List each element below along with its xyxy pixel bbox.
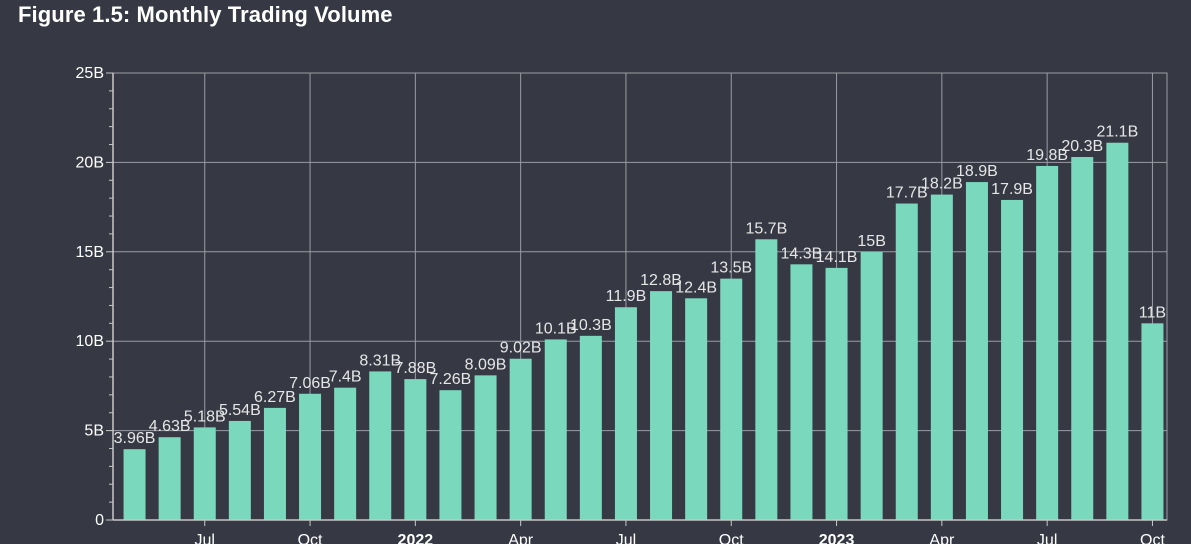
bar bbox=[334, 387, 357, 520]
data-label: 15B bbox=[857, 233, 885, 250]
x-tick-label: Jul bbox=[195, 532, 215, 544]
data-label: 14.1B bbox=[816, 249, 858, 266]
bar bbox=[755, 239, 778, 520]
bar bbox=[158, 437, 181, 520]
x-tick-label: Oct bbox=[1140, 532, 1165, 544]
y-tick-label: 25B bbox=[76, 65, 104, 82]
data-label: 18.2B bbox=[921, 176, 963, 193]
x-tick-label: 2022 bbox=[398, 532, 434, 544]
y-tick-label: 20B bbox=[76, 154, 104, 171]
bar bbox=[930, 194, 953, 521]
bar bbox=[685, 298, 708, 520]
x-tick-label: Apr bbox=[929, 532, 955, 544]
data-label: 7.26B bbox=[430, 371, 472, 388]
bar bbox=[790, 264, 813, 520]
data-label: 11B bbox=[1139, 304, 1166, 321]
data-label: 8.31B bbox=[359, 352, 401, 369]
bar bbox=[579, 335, 602, 520]
bar bbox=[1141, 323, 1164, 520]
bar bbox=[369, 371, 392, 520]
bar bbox=[228, 420, 251, 520]
x-tick-label: Oct bbox=[719, 532, 744, 544]
bar bbox=[1071, 157, 1094, 520]
data-label: 8.09B bbox=[465, 356, 507, 373]
data-label: 17.7B bbox=[886, 185, 928, 202]
bar bbox=[650, 291, 673, 520]
bar bbox=[1036, 165, 1059, 520]
bar bbox=[720, 278, 743, 520]
data-label: 5.18B bbox=[184, 408, 226, 425]
data-label: 19.8B bbox=[1026, 147, 1068, 164]
data-label: 3.96B bbox=[114, 430, 156, 447]
data-label: 12.4B bbox=[675, 279, 717, 296]
data-label: 5.54B bbox=[219, 402, 261, 419]
data-label: 6.27B bbox=[254, 389, 296, 406]
data-label: 7.06B bbox=[289, 375, 331, 392]
data-label: 13.5B bbox=[710, 260, 752, 277]
x-tick-label: 2023 bbox=[819, 532, 855, 544]
data-label: 18.9B bbox=[956, 163, 998, 180]
y-tick-label: 10B bbox=[76, 333, 104, 350]
data-label: 4.63B bbox=[149, 418, 191, 435]
data-label: 15.7B bbox=[745, 220, 787, 237]
bar bbox=[404, 379, 427, 520]
data-label: 7.88B bbox=[394, 360, 436, 377]
data-label: 12.8B bbox=[640, 272, 682, 289]
data-label: 7.4B bbox=[329, 369, 362, 386]
data-label: 10.3B bbox=[570, 317, 612, 334]
bar bbox=[123, 449, 146, 520]
bar bbox=[614, 307, 637, 520]
y-tick-label: 15B bbox=[76, 244, 104, 261]
bar bbox=[544, 339, 567, 520]
data-label: 10.1B bbox=[535, 320, 577, 337]
bar bbox=[474, 375, 497, 520]
x-tick-label: Oct bbox=[298, 532, 323, 544]
data-label: 17.9B bbox=[991, 181, 1033, 198]
x-tick-label: Jul bbox=[616, 532, 636, 544]
y-tick-label: 0 bbox=[95, 512, 104, 529]
bar bbox=[509, 358, 532, 520]
data-label: 14.3B bbox=[781, 245, 823, 262]
bar bbox=[825, 267, 848, 520]
bar bbox=[299, 393, 322, 520]
axes: 0 5B 10B 15B 20B 25B Jul Oct 2022 Apr Jul Oct 2023 Ap… bbox=[76, 65, 1167, 544]
bar bbox=[860, 251, 883, 521]
data-label: 20.3B bbox=[1061, 138, 1103, 155]
y-tick-label: 5B bbox=[84, 423, 104, 440]
bar bbox=[439, 390, 462, 520]
data-label: 9.02B bbox=[500, 340, 542, 357]
bar bbox=[193, 427, 216, 520]
data-label: 21.1B bbox=[1096, 124, 1138, 141]
bar bbox=[965, 182, 988, 520]
bar bbox=[895, 203, 918, 521]
data-label: 11.9B bbox=[606, 288, 647, 305]
chart-title: Figure 1.5: Monthly Trading Volume bbox=[18, 2, 393, 27]
bars bbox=[123, 142, 1164, 521]
x-tick-label: Jul bbox=[1037, 532, 1057, 544]
data-labels: 3.96B4.63B5.18B5.54B6.27B7.06B7.4B8.31B7… bbox=[114, 124, 1166, 447]
bar bbox=[1001, 199, 1024, 520]
bar bbox=[263, 407, 286, 520]
bar bbox=[1106, 142, 1129, 520]
x-tick-label: Apr bbox=[508, 532, 534, 544]
